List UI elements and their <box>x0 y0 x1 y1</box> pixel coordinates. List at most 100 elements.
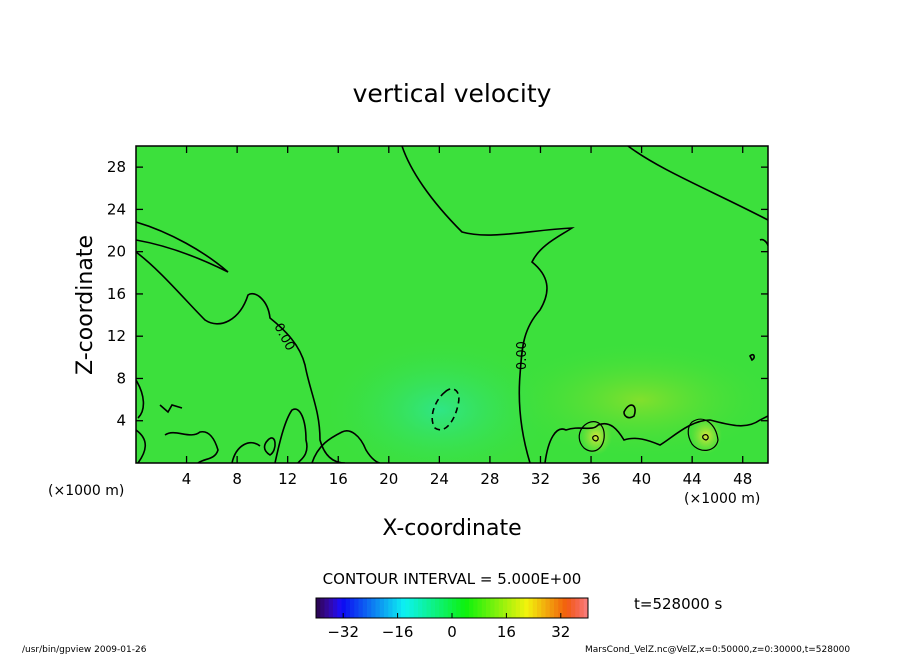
colorbar-cell <box>392 598 398 618</box>
contour-zero <box>164 430 219 463</box>
colorbar-ticks: −32 −16 0 16 32 <box>327 613 570 641</box>
weak-updraft-region <box>500 340 768 460</box>
colorbar-cell <box>515 598 521 618</box>
contour-zero <box>311 430 381 463</box>
colorbar-cell <box>566 598 572 618</box>
contour-positive <box>702 434 709 441</box>
colorbar-cell <box>545 598 551 618</box>
colorbar-tick-label: 16 <box>497 623 516 641</box>
x-tick-label: 12 <box>278 470 297 488</box>
footer-left: /usr/bin/gpview 2009-01-26 <box>22 645 147 654</box>
colorbar-cell <box>583 598 589 618</box>
x-tick-label: 20 <box>379 470 398 488</box>
contour-zero <box>136 251 346 463</box>
colorbar-cell <box>549 598 555 618</box>
colorbar-cell <box>362 598 368 618</box>
plot-area: 0.00 0.00 <box>136 146 768 463</box>
contour-zero <box>136 221 229 273</box>
colorbar <box>316 598 589 618</box>
colorbar-tick-label: −16 <box>382 623 414 641</box>
colorbar-cell <box>405 598 410 618</box>
colorbar-cell <box>354 598 359 618</box>
colorbar-tick-label: 0 <box>447 623 457 641</box>
contour-negative <box>431 388 460 431</box>
colorbar-cell <box>396 598 402 618</box>
contour-zero <box>274 408 308 463</box>
x-tick-label: 36 <box>581 470 600 488</box>
colorbar-cell <box>460 598 466 618</box>
colorbar-cell <box>337 598 342 618</box>
colorbar-cell <box>333 598 338 618</box>
colorbar-cell <box>503 598 508 618</box>
colorbar-cell <box>350 598 355 618</box>
colorbar-cell <box>413 598 419 618</box>
colorbar-cell <box>316 598 321 618</box>
contour-zero <box>544 415 768 463</box>
contour-positive <box>592 435 599 442</box>
colorbar-cell <box>358 598 364 618</box>
colorbar-cell <box>473 598 478 618</box>
colorbar-cell <box>486 598 491 618</box>
colorbar-cell <box>528 598 534 618</box>
colorbar-cell <box>388 598 393 618</box>
x-axis-title: X-coordinate <box>382 516 521 541</box>
x-tick-label: 16 <box>329 470 348 488</box>
x-tick-label: 32 <box>531 470 550 488</box>
plot-frame <box>135 145 769 464</box>
y-axis-title: Z-coordinate <box>73 235 98 375</box>
colorbar-cell <box>367 598 372 618</box>
y-tick-label: 24 <box>107 200 126 218</box>
colorbar-cell <box>375 598 381 618</box>
colorbar-cell <box>541 598 546 618</box>
colorbar-cell <box>507 598 512 618</box>
colorbar-cell <box>401 598 406 618</box>
colorbar-cell <box>435 598 440 618</box>
colorbar-cell <box>524 598 529 618</box>
weak-downdraft-region <box>320 335 560 463</box>
colorbar-cell <box>571 598 576 618</box>
colorbar-cell <box>426 598 432 618</box>
colorbar-cell <box>456 598 461 618</box>
x-tick-label: 40 <box>632 470 651 488</box>
colorbar-cell <box>430 598 436 618</box>
colorbar-cell <box>481 598 487 618</box>
colorbar-cell <box>511 598 517 618</box>
x-tick-label: 4 <box>182 470 192 488</box>
contour-positive <box>578 421 605 452</box>
colorbar-cell <box>558 598 563 618</box>
contour-zero <box>263 437 276 456</box>
contour-zero <box>136 429 147 463</box>
contour-zero <box>136 379 145 419</box>
contour-zero <box>623 404 636 419</box>
colorbar-cell <box>379 598 385 618</box>
colorbar-cell <box>477 598 483 618</box>
chart-title: vertical velocity <box>353 79 552 108</box>
colorbar-cell <box>464 598 470 618</box>
x-tick-label: 28 <box>480 470 499 488</box>
colorbar-cell <box>418 598 423 618</box>
x-tick-label: 24 <box>430 470 449 488</box>
y-tick-label: 16 <box>107 285 126 303</box>
y-tick-label: 4 <box>116 412 126 430</box>
x-tick-label: 44 <box>683 470 702 488</box>
colorbar-cell <box>469 598 474 618</box>
colorbar-cell <box>384 598 389 618</box>
colorbar-cell <box>554 598 559 618</box>
colorbar-cell <box>409 598 415 618</box>
colorbar-tick-label: −32 <box>327 623 359 641</box>
colorbar-cell <box>328 598 334 618</box>
colorbar-cell <box>575 598 580 618</box>
colorbar-cell <box>520 598 525 618</box>
y-tick-label: 20 <box>107 243 126 261</box>
footer-right: MarsCond_VelZ.nc@VelZ,x=0:50000,z=0:3000… <box>585 645 850 654</box>
colorbar-cell <box>452 598 457 618</box>
y-tick-label: 28 <box>107 158 126 176</box>
colorbar-cell <box>371 598 376 618</box>
y-tick-label: 12 <box>107 327 126 345</box>
contour-label: 0.00 <box>515 341 530 370</box>
contour-zero <box>159 404 183 414</box>
colorbar-cell <box>494 598 500 618</box>
colorbar-cell <box>579 598 585 618</box>
contour-zero <box>749 353 755 362</box>
